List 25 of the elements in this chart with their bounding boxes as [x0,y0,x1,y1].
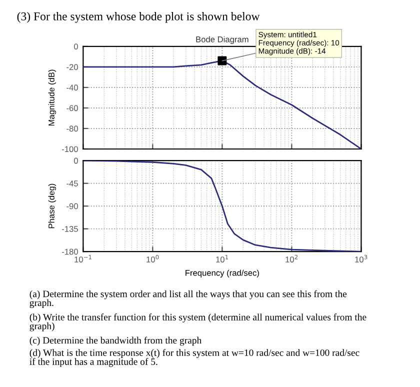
y-tick-label: -20 [66,64,78,70]
y-tick-label: -60 [66,105,78,112]
y-tick-label: -100 [62,146,78,152]
x-tick-label: 10$^{2}$ [286,254,298,262]
x-tick-label: 10$^{−1}$ [74,254,92,262]
x-tick-label: 10$^{3}$ [355,254,368,262]
y-tick-label: -45 [66,180,78,186]
text: (3) For the system whose bode plot is shown below [17,12,260,23]
x-tick-label: 10$^{1}$ [216,254,228,262]
text: (b) Write the transfer function for this system (determine all numerical values from the graph) [30,313,366,332]
x-axis-title: Frequency (rad/sec) [186,270,259,278]
y-tick-label: -40 [66,84,78,91]
y-tick-label: -180 [62,248,78,255]
text: (d) What is the time response x(t) for this system at w=10 rad/sec and w=100 rad/sec if the input has a magnitude of 5. [30,349,360,367]
y-tick-label: -135 [62,226,78,232]
text: (a) Determine the system order and list all the ways that you can see this from the graph. [30,290,347,308]
y-axis-title: Magnitude (dB) [48,70,56,126]
y-axis-title: Phase (deg) [48,184,56,228]
y-tick-label: 0 [74,158,78,164]
y-tick-label: -90 [66,203,78,210]
y-tick-label: 0 [74,44,78,50]
chart-title: Bode Diagram [196,36,248,44]
text: (c) Determine the bandwidth from the graph [30,336,202,346]
x-tick-label: 10$^{0}$ [146,254,159,262]
y-tick-label: -80 [66,126,78,132]
